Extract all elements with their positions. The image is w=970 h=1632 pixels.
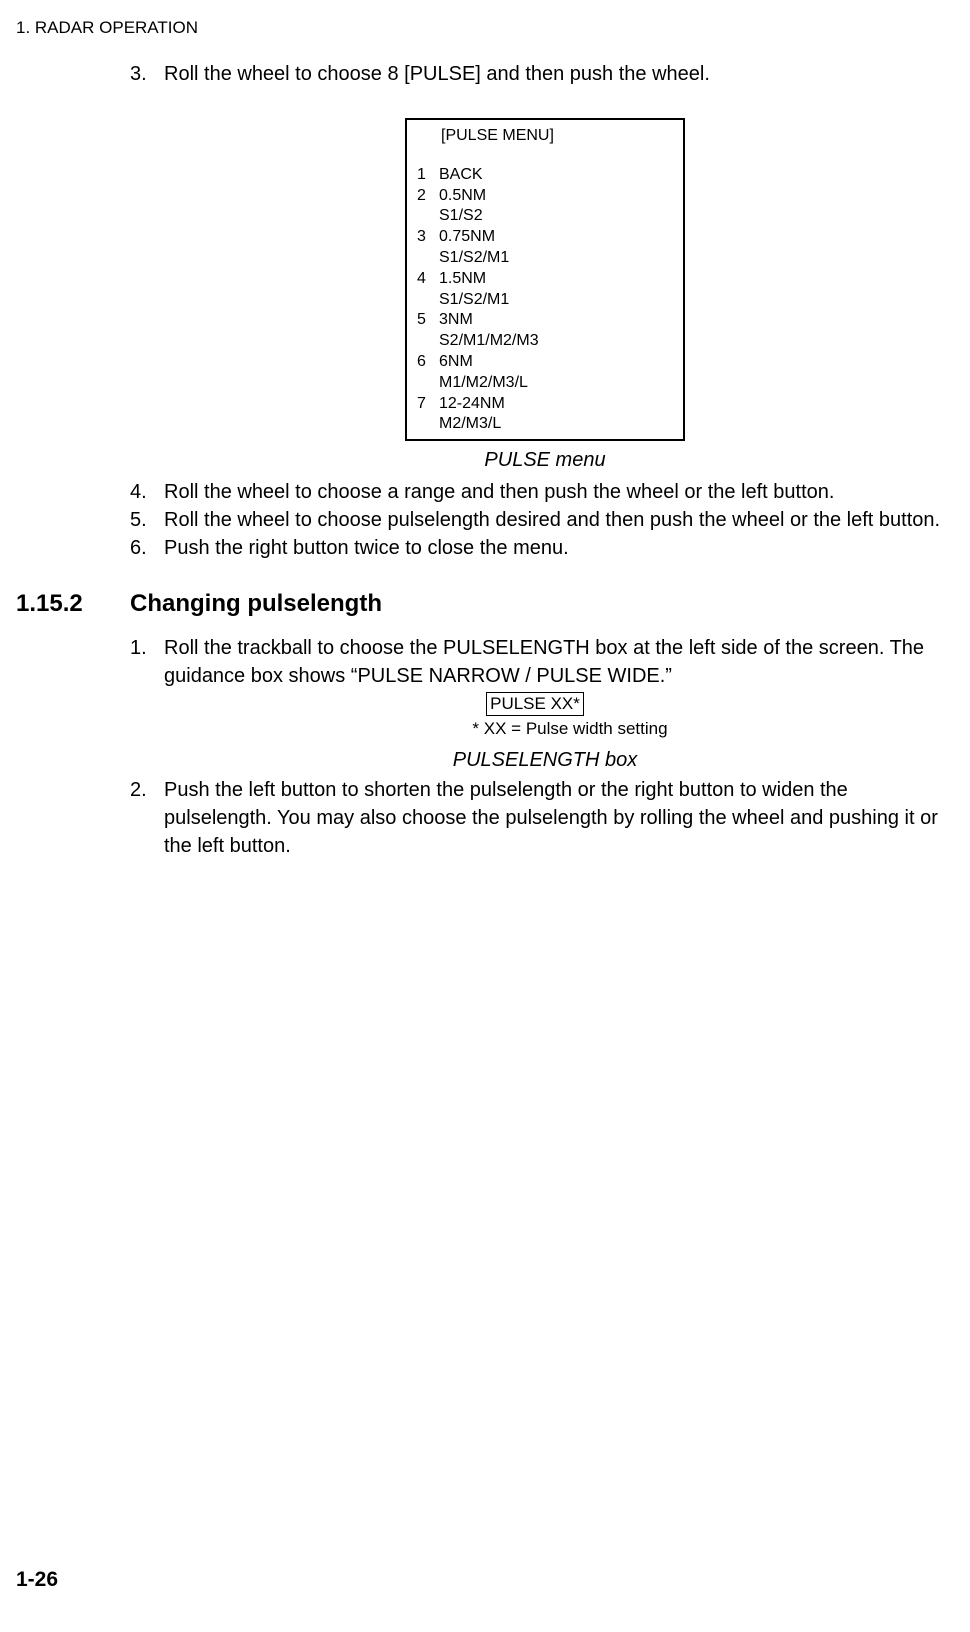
pulse-menu-caption: PULSE menu — [130, 449, 960, 472]
page-header: 1. RADAR OPERATION — [16, 18, 198, 38]
step-number: 3. — [130, 60, 164, 88]
step-list-3: 1. Roll the trackball to choose the PULS… — [130, 634, 960, 690]
menu-label: 3NM — [439, 310, 673, 331]
section-title: Changing pulselength — [130, 590, 382, 618]
step-list-2: 4. Roll the wheel to choose a range and … — [130, 478, 960, 562]
step-2b: 2. Push the left button to shorten the p… — [130, 776, 960, 860]
menu-num: 5 — [417, 310, 439, 331]
menu-sub: S1/S2 — [439, 206, 673, 227]
step-5: 5. Roll the wheel to choose pulselength … — [130, 506, 960, 534]
pulselength-box: PULSE XX* — [486, 692, 584, 716]
menu-label: BACK — [439, 165, 673, 186]
page-content: 3. Roll the wheel to choose 8 [PULSE] an… — [130, 60, 960, 860]
section-heading: 1.15.2 Changing pulselength — [130, 590, 960, 618]
menu-label: 1.5NM — [439, 269, 673, 290]
step-6: 6. Push the right button twice to close … — [130, 534, 960, 562]
step-4: 4. Roll the wheel to choose a range and … — [130, 478, 960, 506]
pulselength-box-wrapper: PULSE XX* * XX = Pulse width setting — [130, 692, 960, 739]
step-text: Roll the wheel to choose pulselength des… — [164, 506, 960, 534]
step-text: Roll the wheel to choose a range and the… — [164, 478, 960, 506]
step-text: Roll the wheel to choose 8 [PULSE] and t… — [164, 60, 960, 88]
step-1b: 1. Roll the trackball to choose the PULS… — [130, 634, 960, 690]
step-number: 5. — [130, 506, 164, 534]
step-number: 2. — [130, 776, 164, 860]
menu-num: 6 — [417, 352, 439, 373]
step-number: 6. — [130, 534, 164, 562]
menu-sub: S1/S2/M1 — [439, 290, 673, 311]
step-3: 3. Roll the wheel to choose 8 [PULSE] an… — [130, 60, 960, 88]
step-text: Push the right button twice to close the… — [164, 534, 960, 562]
menu-num: 7 — [417, 394, 439, 415]
menu-label: 12-24NM — [439, 394, 673, 415]
menu-num: 3 — [417, 227, 439, 248]
step-list-1: 3. Roll the wheel to choose 8 [PULSE] an… — [130, 60, 960, 88]
menu-label: 0.5NM — [439, 186, 673, 207]
page-number: 1-26 — [16, 1568, 58, 1592]
menu-sub: M2/M3/L — [439, 414, 673, 435]
menu-num: 2 — [417, 186, 439, 207]
menu-sub: S2/M1/M2/M3 — [439, 331, 673, 352]
menu-sub: S1/S2/M1 — [439, 248, 673, 269]
menu-num: 4 — [417, 269, 439, 290]
pulse-menu-items: 1BACK 20.5NM S1/S2 30.75NM S1/S2/M1 41.5… — [417, 165, 673, 435]
pulselength-note: * XX = Pulse width setting — [472, 719, 667, 739]
menu-label: 0.75NM — [439, 227, 673, 248]
step-text: Roll the trackball to choose the PULSELE… — [164, 634, 960, 690]
pulse-menu-title: [PULSE MENU] — [417, 126, 673, 147]
step-number: 1. — [130, 634, 164, 690]
pulselength-caption: PULSELENGTH box — [130, 749, 960, 772]
pulse-menu-box: [PULSE MENU] 1BACK 20.5NM S1/S2 30.75NM … — [405, 118, 685, 441]
menu-label: 6NM — [439, 352, 673, 373]
menu-sub: M1/M2/M3/L — [439, 373, 673, 394]
step-text: Push the left button to shorten the puls… — [164, 776, 960, 860]
menu-num: 1 — [417, 165, 439, 186]
step-list-4: 2. Push the left button to shorten the p… — [130, 776, 960, 860]
section-number: 1.15.2 — [16, 590, 130, 618]
step-number: 4. — [130, 478, 164, 506]
